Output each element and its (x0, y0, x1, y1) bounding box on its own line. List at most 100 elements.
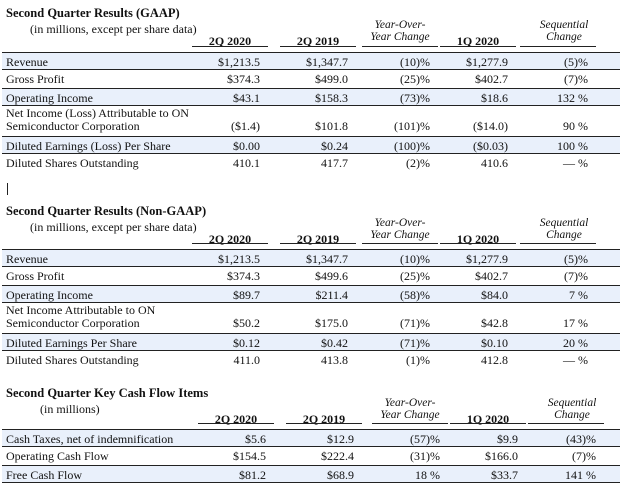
cell-value: 132 % (557, 91, 588, 105)
section-title: Second Quarter Results (Non-GAAP) (6, 204, 207, 218)
table-row: Operating Income $89.7 $211.4 (58)% $84.0 7 % (2, 285, 620, 303)
table-row: Revenue $1,213.5 $1,347.7 (10)% $1,277.9 (5)% (2, 249, 620, 267)
cell-value: $50.2 (233, 316, 260, 330)
cell-value: $166.0 (485, 449, 518, 463)
column-header: Year-Over- (374, 217, 426, 229)
header-rule (362, 46, 438, 47)
column-header: Year-Over- (384, 397, 436, 409)
cell-value: (7)% (564, 269, 588, 283)
cell-value: (1)% (406, 353, 430, 367)
header-rule (192, 243, 268, 244)
column-header: 1Q 2020 (466, 412, 510, 426)
cell-value: 410.1 (233, 156, 260, 170)
column-header: 2Q 2019 (302, 412, 346, 426)
cell-value: (100)% (394, 139, 430, 153)
cell-value: 20 % (563, 336, 588, 350)
cell-value: 412.8 (481, 353, 508, 367)
cell-value: $43.1 (233, 91, 260, 105)
cell-value: $0.10 (481, 336, 508, 350)
cell-value: $222.4 (321, 449, 354, 463)
row-label: Cash Taxes, net of indemnification (6, 432, 174, 446)
cell-value: $402.7 (475, 269, 508, 283)
row-label: Net Income (Loss) Attributable to ON (6, 106, 189, 120)
cell-value: 100 % (557, 139, 588, 153)
cell-value: $499.6 (315, 269, 348, 283)
column-header: 2Q 2020 (208, 232, 252, 246)
cell-value: 141 % (565, 468, 596, 482)
table-row: Gross Profit $374.3 $499.0 (25)% $402.7 (7)% (2, 70, 620, 88)
nongaap-section: Second Quarter Results (Non-GAAP) (in mil… (0, 198, 632, 367)
column-header: Year Change (380, 409, 440, 421)
cell-value: $9.9 (497, 432, 518, 446)
header-rule (280, 46, 356, 47)
column-header: 2Q 2020 (214, 412, 258, 426)
cell-value: ($1.4) (231, 119, 260, 133)
header-rule (520, 46, 596, 47)
header-rule (192, 46, 268, 47)
table-row: Revenue $1,213.5 $1,347.7 (10)% $1,277.9 (5)% (2, 52, 620, 70)
column-header: 1Q 2020 (456, 232, 500, 246)
section-subtitle: (in millions, except per share data) (30, 220, 197, 234)
header-rule (440, 243, 516, 244)
cell-value: 417.7 (321, 156, 348, 170)
cell-value: $101.8 (315, 119, 348, 133)
column-header: Change (546, 31, 582, 43)
row-label: Operating Income (6, 91, 93, 105)
table-row: Gross Profit $374.3 $499.6 (25)% $402.7 (7)% (2, 267, 620, 285)
table-row: Diluted Earnings (Loss) Per Share $0.00 $0… (2, 136, 620, 154)
cell-value: $154.5 (233, 449, 266, 463)
cell-value: ($0.03) (473, 139, 508, 153)
cell-value: $211.4 (315, 288, 348, 302)
table-row: Cash Taxes, net of indemnification $5.6 $1… (2, 429, 620, 447)
cell-value: $1,347.7 (306, 55, 348, 69)
cell-value: 18 % (415, 468, 440, 482)
row-label: Net Income Attributable to ON (6, 303, 156, 317)
row-label-continued: Semiconductor Corporation (6, 119, 140, 133)
section-title: Second Quarter Results (GAAP) (6, 6, 180, 20)
cell-value: $374.3 (227, 269, 260, 283)
column-header: Year-Over- (374, 19, 426, 31)
cell-value: $374.3 (227, 72, 260, 86)
cell-value: (43)% (566, 432, 596, 446)
column-header: Change (546, 229, 582, 241)
column-header: 1Q 2020 (456, 34, 500, 48)
header-rule (280, 243, 356, 244)
cell-value: $402.7 (475, 72, 508, 86)
row-label: Diluted Earnings Per Share (6, 336, 137, 350)
cell-value: 411.0 (233, 353, 260, 367)
cell-value: $0.42 (321, 336, 348, 350)
cell-value: $5.6 (245, 432, 266, 446)
header-rule (520, 243, 596, 244)
cell-value: (73)% (400, 91, 430, 105)
header-rule (198, 423, 274, 424)
column-header: 2Q 2019 (296, 232, 340, 246)
column-header: Sequential (547, 397, 597, 409)
table-row: Net Income (Loss) Attributable to ON Semi… (2, 106, 620, 136)
column-header: Year Change (370, 31, 430, 43)
cell-value: $499.0 (315, 72, 348, 86)
table-row: Free Cash Flow $81.2 $68.9 18 % $33.7 141 % (2, 465, 620, 483)
gaap-section: Second Quarter Results (GAAP) (in million… (0, 0, 632, 170)
table-row: Diluted Earnings Per Share $0.12 $0.42 (71)… (2, 333, 620, 351)
cell-value: 90 % (563, 119, 588, 133)
header-rule (362, 243, 438, 244)
column-header: Sequential (539, 217, 589, 229)
cell-value: $1,213.5 (218, 55, 260, 69)
cell-value: $1,277.9 (466, 55, 508, 69)
cell-value: (10)% (400, 55, 430, 69)
row-label: Diluted Shares Outstanding (6, 156, 139, 170)
table-row: Net Income Attributable to ON Semiconduct… (2, 303, 620, 333)
cell-value: $84.0 (481, 288, 508, 302)
cell-value: (101)% (394, 119, 430, 133)
row-label: Revenue (6, 252, 48, 266)
cell-value: $42.8 (481, 316, 508, 330)
table-row: Operating Income $43.1 $158.3 (73)% $18.6 132… (2, 88, 620, 106)
header-rule (528, 423, 604, 424)
cell-value: (71)% (400, 316, 430, 330)
cell-value: $175.0 (315, 316, 348, 330)
cell-value: (25)% (400, 72, 430, 86)
cell-value: (2)% (406, 156, 430, 170)
cell-value: 410.6 (481, 156, 508, 170)
cell-value: 17 % (563, 316, 588, 330)
column-header: 2Q 2020 (208, 34, 252, 48)
